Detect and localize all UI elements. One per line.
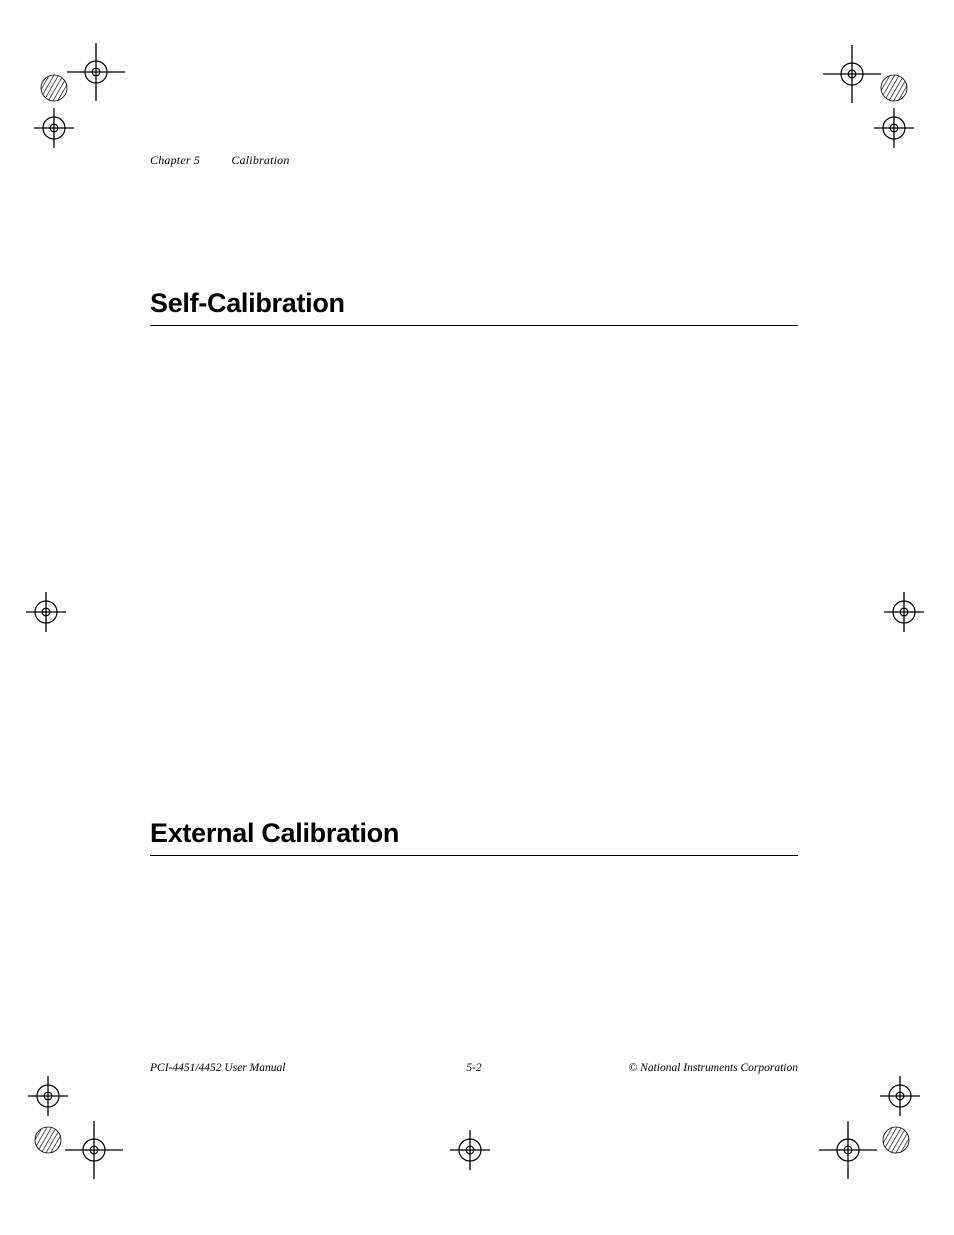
- footer-page-number: 5-2: [466, 1062, 481, 1074]
- heading-self-calibration: Self-Calibration: [150, 288, 798, 326]
- heading-text: External Calibration: [150, 818, 399, 848]
- heading-text: Self-Calibration: [150, 288, 345, 318]
- manual-page: Chapter 5 Calibration Self-Calibration E…: [0, 0, 954, 1235]
- chapter-label: Chapter 5: [150, 153, 200, 167]
- footer-copyright: © National Instruments Corporation: [629, 1062, 798, 1074]
- heading-external-calibration: External Calibration: [150, 818, 798, 856]
- registration-marks-layer: [0, 0, 954, 1235]
- footer-manual-title: PCI-4451/4452 User Manual: [150, 1062, 285, 1074]
- chapter-title: Calibration: [231, 153, 289, 167]
- running-head: Chapter 5 Calibration: [150, 153, 290, 168]
